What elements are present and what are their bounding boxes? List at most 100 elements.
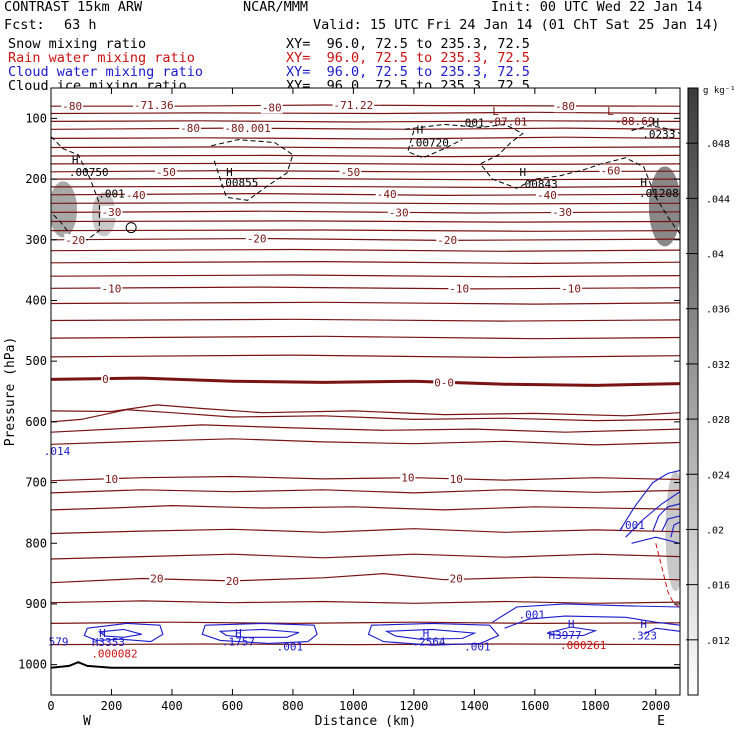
cloud-ice-contours [51,123,680,241]
field-label: H [568,618,575,631]
contour-label: -80.001 [224,122,270,135]
contour-label-bg [124,188,147,201]
colorbar-tick-label: .044 [706,194,730,205]
field-name-cloud-water: Cloud water mixing ratio [8,64,204,80]
isotherm-line [51,136,680,140]
cloud-ice-contour [631,125,680,134]
contour-label-bg [101,372,110,385]
isotherm-line [51,177,680,181]
init-time: Init: 00 UTC Wed 22 Jan 14 [491,0,703,15]
contour-label-bg [100,282,123,295]
cloud-ice-contour [51,136,100,241]
rain-contours [655,543,680,608]
cloud-water-contour [367,622,500,646]
cloud-water-contour [201,622,318,644]
isotherm-line [51,146,680,149]
isotherm-line [51,120,680,123]
field-label: .001 [458,117,485,130]
cloud-water-contour [661,515,680,532]
contour-label: -20 [65,234,85,247]
cloud-ice-contour [211,139,294,201]
field-label: .001 [464,640,491,653]
colorbar-tick-label: .036 [706,305,730,316]
field-label: H [72,154,79,167]
contour-label: -50 [340,166,360,179]
isotherm-line [51,354,680,359]
contour-label-bg [375,188,398,201]
east-end-label: E [657,714,665,729]
contour-label-bg [560,282,583,295]
contour-label: 20 [226,575,239,588]
isotherm-line [51,162,680,166]
contour-label-bg [339,165,362,178]
isotherms [51,104,680,646]
contour-label: -20 [437,234,457,247]
field-label: .001 [98,188,125,201]
contour-label-bg [448,472,464,485]
contour-label: 10 [401,472,414,485]
contour-label: -10 [102,282,122,295]
isotherm-line [51,274,680,278]
contour-label: -30 [102,206,122,219]
isotherm-line [51,301,680,305]
contour-label-bg [155,165,177,178]
contour-label: -80 [555,100,575,113]
isotherm-line [51,169,680,173]
isotherm-line [51,111,680,115]
y-tick-label: 400 [25,293,47,307]
contour-label: 10 [105,473,118,486]
isotherm-line [51,127,680,130]
contour-label-bg [133,98,175,111]
field-label: H3353 [92,636,125,649]
cloud-water-contour [546,626,598,637]
x-tick-label: 1800 [581,699,610,713]
colorbar-tick-label: .048 [706,139,730,150]
cloud-ice-contour [407,130,463,159]
isotherm-line [51,489,680,494]
contour-label: -40 [126,189,146,202]
isotherm-line [51,104,680,107]
y-tick-label: 1000 [18,658,47,672]
contour-label: 10 [450,473,463,486]
isotherm-line [51,475,680,482]
contour-label: -40 [537,189,557,202]
contour-label-bg [332,98,375,111]
contour-label: -30 [389,206,409,219]
contour-label-bg [103,472,120,485]
cloud-water-contour [384,628,477,640]
rain-contour [655,543,680,608]
field-label: .00720 [409,137,449,150]
field-xy-cloud-water: XY= 96.0, 72.5 to 235.3, 72.5 [286,64,530,80]
y-tick-label: 100 [25,111,47,125]
contour-label-bg [224,574,241,587]
field-label: H [226,166,233,179]
center-label: NCAR/MMM [243,0,309,15]
cloud-water-contour [492,603,680,623]
isotherm-line [51,248,680,252]
isotherm-line [51,424,680,433]
isotherm-line [51,318,680,322]
field-label: H [99,627,106,640]
contour-label: 0 [102,373,109,386]
contour-label-bg [179,122,202,135]
contour-label-bg [61,100,84,113]
x-tick-label: 1600 [520,699,549,713]
x-tick-label: 1200 [399,699,428,713]
contour-label-bg [387,206,410,219]
contour-label: -40 [377,188,397,201]
cloud-water-contour [670,521,680,538]
field-label: .00855 [219,177,259,190]
field-label: .00843 [518,178,558,191]
y-axis-title: Pressure (hPa) [3,337,18,447]
isotherm-line [51,229,680,232]
isotherm-line [51,643,680,646]
field-label: .1757 [222,636,255,649]
field-label: .014 [44,445,71,458]
field-label: .001 [618,519,645,532]
y-tick-label: 800 [25,536,47,550]
contour-label-bg [400,471,416,484]
contour-label: 20 [150,572,163,585]
contour-label: -71.22 [334,99,374,112]
field-label: -88.69 [615,115,655,128]
